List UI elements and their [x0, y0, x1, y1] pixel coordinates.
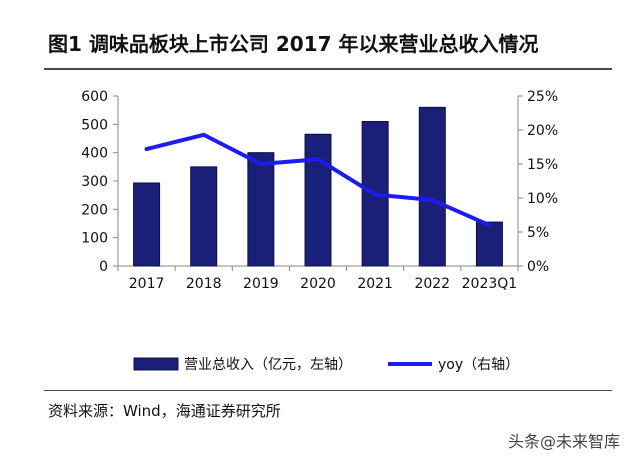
revenue-bar: [133, 182, 161, 267]
revenue-bar: [304, 133, 332, 267]
x-tick-label: 2019: [243, 276, 279, 292]
y-right-tick-label: 15%: [527, 157, 558, 173]
legend-bar-swatch: [133, 357, 179, 371]
y-left-tick-label: 400: [81, 146, 108, 162]
figure-header: 图1 调味品板块上市公司 2017 年以来营业总收入情况: [0, 0, 640, 68]
x-tick-label: 2023Q1: [462, 276, 518, 292]
y-right-tick-label: 10%: [527, 191, 558, 207]
watermark-text: 头条@未来智库: [508, 432, 621, 451]
figure-title: 图1 调味品板块上市公司 2017 年以来营业总收入情况: [48, 32, 539, 56]
source-note: 资料来源：Wind，海通证券研究所: [48, 402, 281, 420]
legend-line-label: yoy（右轴）: [438, 357, 519, 373]
revenue-bar: [247, 152, 275, 267]
source-divider: [44, 390, 612, 391]
title-divider: [44, 68, 612, 70]
y-right-tick-label: 25%: [527, 89, 558, 105]
revenue-chart: 0 100 200 300 400 500 600 0% 5% 10% 15% 20% 25% 2017 2…: [81, 89, 558, 373]
x-tick-label: 2021: [357, 276, 393, 292]
y-left-tick-label: 200: [81, 202, 108, 218]
revenue-bar: [475, 221, 503, 267]
revenue-bar: [190, 166, 218, 267]
x-tick-label: 2022: [414, 276, 450, 292]
legend-bar-label: 营业总收入（亿元，左轴）: [184, 357, 352, 373]
y-right-tick-label: 5%: [527, 225, 549, 241]
x-tick-label: 2017: [129, 276, 165, 292]
y-left-tick-label: 300: [81, 174, 108, 190]
x-tick-label: 2020: [300, 276, 336, 292]
revenue-bar: [418, 106, 446, 267]
x-tick-label: 2018: [186, 276, 222, 292]
y-left-tick-label: 600: [81, 89, 108, 105]
y-left-tick-label: 100: [81, 231, 108, 247]
y-right-tick-label: 0%: [527, 259, 549, 275]
y-right-tick-label: 20%: [527, 123, 558, 139]
y-left-tick-label: 500: [81, 117, 108, 133]
y-left-tick-label: 0: [99, 259, 108, 275]
